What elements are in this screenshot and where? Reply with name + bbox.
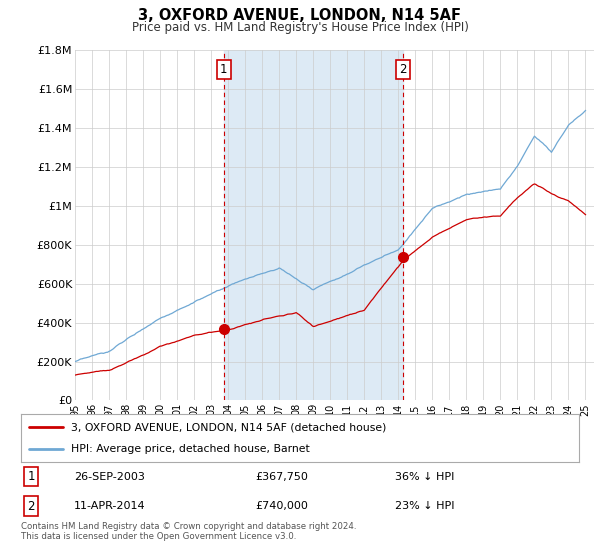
Text: £367,750: £367,750	[256, 472, 308, 482]
Text: 11-APR-2014: 11-APR-2014	[74, 501, 146, 511]
Text: 26-SEP-2003: 26-SEP-2003	[74, 472, 145, 482]
Text: Price paid vs. HM Land Registry's House Price Index (HPI): Price paid vs. HM Land Registry's House …	[131, 21, 469, 34]
Text: 2: 2	[27, 500, 35, 513]
Text: 1: 1	[220, 63, 227, 76]
Text: 2: 2	[399, 63, 407, 76]
Text: 3, OXFORD AVENUE, LONDON, N14 5AF: 3, OXFORD AVENUE, LONDON, N14 5AF	[139, 8, 461, 24]
Text: 1: 1	[27, 470, 35, 483]
Text: 3, OXFORD AVENUE, LONDON, N14 5AF (detached house): 3, OXFORD AVENUE, LONDON, N14 5AF (detac…	[71, 422, 386, 432]
Text: Contains HM Land Registry data © Crown copyright and database right 2024.
This d: Contains HM Land Registry data © Crown c…	[21, 522, 356, 542]
Text: 23% ↓ HPI: 23% ↓ HPI	[395, 501, 454, 511]
Text: £740,000: £740,000	[256, 501, 308, 511]
Bar	[224, 50, 403, 400]
Text: 36% ↓ HPI: 36% ↓ HPI	[395, 472, 454, 482]
Text: HPI: Average price, detached house, Barnet: HPI: Average price, detached house, Barn…	[71, 444, 310, 454]
